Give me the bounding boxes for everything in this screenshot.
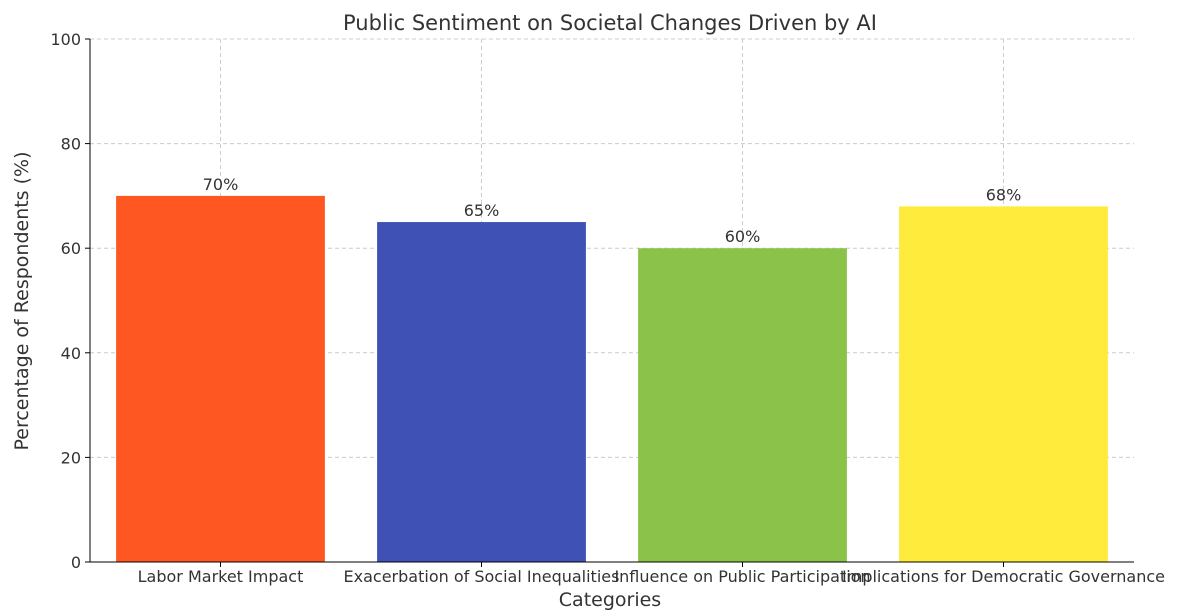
bar-value-label: 60%: [725, 227, 761, 246]
y-axis-label: Percentage of Respondents (%): [11, 152, 33, 451]
bar-value-label: 65%: [464, 201, 500, 220]
bar-layer: [116, 196, 1108, 562]
y-tick-label: 80: [61, 135, 81, 154]
bar-1: [116, 196, 325, 562]
y-tick-label: 0: [71, 553, 81, 572]
bar-value-label: 70%: [203, 175, 239, 194]
bar-2: [377, 222, 586, 562]
bar-value-label: 68%: [986, 185, 1022, 204]
x-tick-label: Labor Market Impact: [138, 567, 304, 586]
y-tick-label: 20: [61, 448, 81, 467]
y-tick-label: 40: [61, 344, 81, 363]
y-tick-label: 60: [61, 239, 81, 258]
y-tick-label: 100: [50, 30, 81, 49]
bar-3: [638, 248, 847, 562]
bar-4: [899, 206, 1108, 562]
x-tick-label: Exacerbation of Social Inequalities: [344, 567, 620, 586]
x-tick-label: Implications for Democratic Governance: [842, 567, 1165, 586]
x-tick-label: Influence on Public Participation: [614, 567, 870, 586]
chart-title: Public Sentiment on Societal Changes Dri…: [343, 11, 877, 35]
x-axis-label: Categories: [559, 589, 661, 611]
